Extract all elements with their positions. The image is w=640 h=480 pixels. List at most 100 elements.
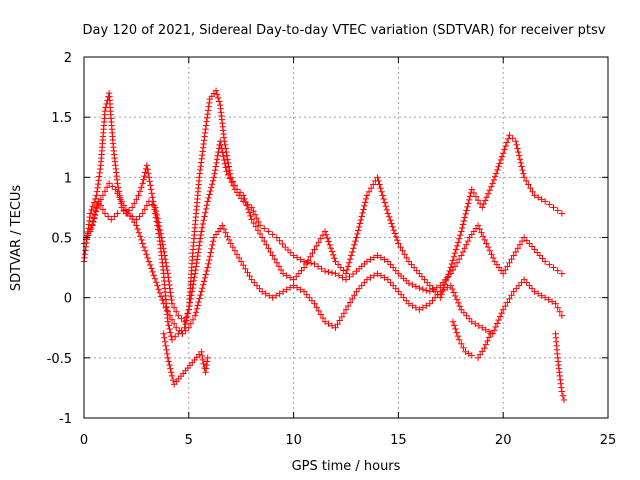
data-point xyxy=(148,265,155,272)
data-point xyxy=(203,358,211,365)
data-point xyxy=(167,329,174,336)
data-point xyxy=(151,275,159,282)
data-point xyxy=(283,272,290,279)
data-point xyxy=(378,188,385,195)
data-point xyxy=(250,207,257,215)
data-point xyxy=(495,163,502,170)
data-point xyxy=(112,186,119,193)
data-point xyxy=(315,307,322,315)
data-point xyxy=(541,198,549,205)
data-point xyxy=(157,293,165,300)
data-point xyxy=(462,210,469,218)
data-point xyxy=(263,241,270,248)
data-point xyxy=(197,231,205,239)
data-point xyxy=(144,166,151,173)
data-point xyxy=(165,274,172,281)
data-point xyxy=(114,210,121,217)
data-point xyxy=(162,255,169,263)
data-point xyxy=(454,239,462,246)
data-point xyxy=(529,188,536,195)
data-point xyxy=(193,259,200,267)
data-point xyxy=(213,159,220,167)
data-point xyxy=(556,372,563,380)
data-point xyxy=(140,176,147,183)
data-point xyxy=(208,184,215,191)
data-point xyxy=(251,211,259,218)
data-point xyxy=(227,240,234,247)
data-point xyxy=(315,239,322,246)
data-point xyxy=(321,228,329,235)
data-point xyxy=(220,225,228,233)
data-point xyxy=(340,310,348,317)
data-point xyxy=(182,327,189,334)
data-point xyxy=(202,365,210,372)
data-point xyxy=(120,202,128,209)
data-point xyxy=(206,256,213,264)
data-point xyxy=(470,189,478,197)
data-point xyxy=(273,234,281,241)
data-point xyxy=(338,313,346,321)
x-tick-label: 10 xyxy=(285,433,302,448)
data-point xyxy=(554,207,561,214)
data-point xyxy=(346,299,354,306)
data-point xyxy=(325,268,332,276)
data-point xyxy=(488,183,495,190)
data-point xyxy=(135,192,142,199)
data-point xyxy=(286,274,294,281)
data-point xyxy=(269,294,276,301)
data-point xyxy=(161,338,169,345)
data-point xyxy=(202,205,210,213)
data-point xyxy=(248,216,255,223)
data-point xyxy=(381,274,388,281)
data-point xyxy=(201,213,208,220)
data-point xyxy=(523,177,530,185)
data-point xyxy=(505,135,512,143)
data-point xyxy=(195,245,202,253)
data-point xyxy=(198,228,205,235)
data-point xyxy=(558,388,566,395)
data-point xyxy=(191,270,199,277)
data-point xyxy=(208,245,215,252)
data-point xyxy=(365,188,373,195)
data-point xyxy=(167,365,174,372)
data-point xyxy=(150,272,157,279)
data-point xyxy=(168,316,176,323)
data-point xyxy=(269,252,276,259)
data-point xyxy=(200,360,207,368)
data-point xyxy=(484,243,492,251)
data-point xyxy=(204,264,211,271)
data-point xyxy=(518,163,525,170)
data-point xyxy=(304,259,311,266)
data-point xyxy=(242,265,249,272)
data-point xyxy=(516,241,524,248)
data-point xyxy=(479,204,486,211)
data-point xyxy=(409,302,416,309)
data-point xyxy=(186,302,193,310)
data-point xyxy=(165,322,172,329)
data-point xyxy=(167,369,175,376)
data-point xyxy=(164,354,172,362)
data-point xyxy=(452,246,460,253)
data-point xyxy=(550,264,557,271)
data-point xyxy=(255,218,262,226)
data-point xyxy=(552,300,559,307)
data-point xyxy=(244,205,252,213)
data-point xyxy=(139,240,146,247)
data-point xyxy=(451,249,459,257)
data-point xyxy=(449,257,457,264)
data-point xyxy=(453,259,461,266)
data-point xyxy=(489,180,496,187)
data-point xyxy=(207,187,214,195)
data-point xyxy=(166,312,174,319)
data-point xyxy=(93,192,100,199)
data-point xyxy=(109,183,116,190)
data-point xyxy=(484,337,491,345)
data-point xyxy=(545,296,552,303)
data-point xyxy=(191,274,198,281)
data-point xyxy=(155,223,163,230)
data-point xyxy=(198,288,205,295)
data-point xyxy=(176,327,183,334)
data-point xyxy=(224,233,231,240)
data-point xyxy=(171,333,179,340)
